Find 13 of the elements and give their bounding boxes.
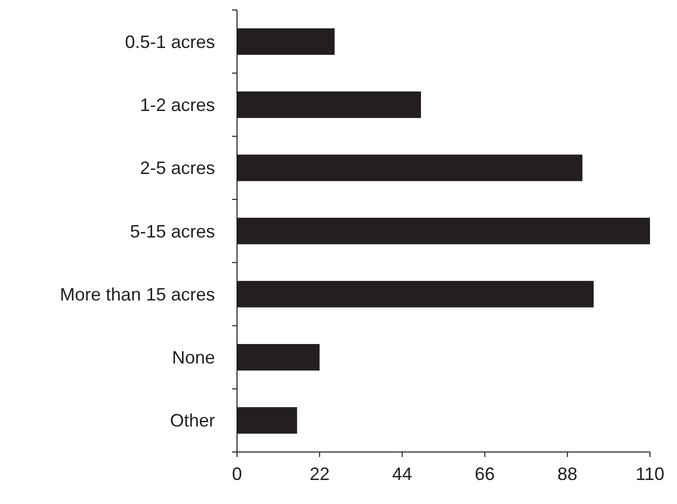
y-tick-label: 5-15 acres bbox=[130, 221, 215, 242]
y-tick-label: More than 15 acres bbox=[60, 284, 215, 304]
y-tick-label: 0.5-1 acres bbox=[124, 32, 215, 52]
x-tick-label: 88 bbox=[557, 464, 578, 484]
x-tick-label: 110 bbox=[636, 464, 664, 484]
x-tick-label: 66 bbox=[474, 464, 495, 484]
x-tick-label: 0 bbox=[232, 464, 242, 484]
x-tick-label: 44 bbox=[392, 464, 412, 484]
y-tick-label: 1-2 acres bbox=[140, 95, 215, 116]
y-tick-label: None bbox=[172, 348, 215, 368]
x-tick-label: 22 bbox=[310, 464, 330, 484]
y-tick-label: 2-5 acres bbox=[140, 158, 215, 178]
y-tick-label: Other bbox=[170, 410, 215, 431]
